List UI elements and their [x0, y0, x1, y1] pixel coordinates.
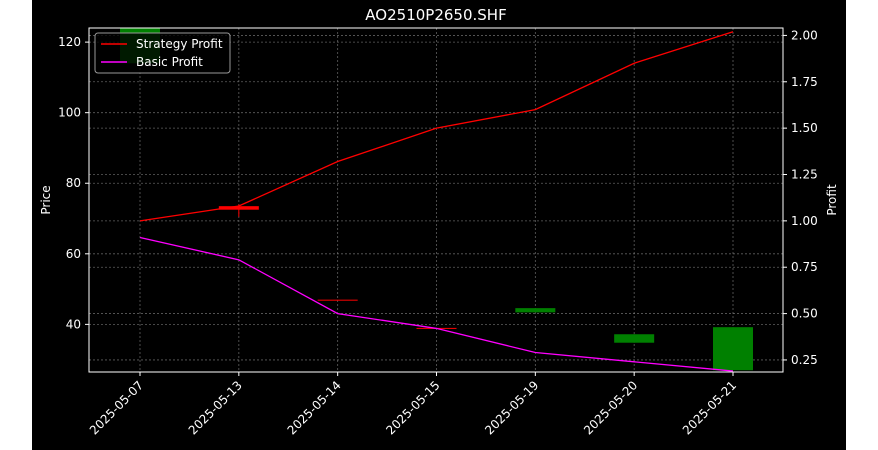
y2-axis-label: Profit [825, 184, 839, 216]
left-tick-label-3: 100 [58, 106, 81, 120]
right-tick-label-5: 1.50 [791, 121, 818, 135]
candle-body-6 [713, 327, 753, 371]
line-series-0 [139, 31, 734, 222]
left-tick-label-2: 80 [66, 176, 81, 190]
right-tick-label-6: 1.75 [791, 75, 818, 89]
legend-box [94, 32, 231, 74]
candle-body-1 [218, 206, 259, 210]
candle-body-2 [317, 299, 358, 301]
right-tick-label-3: 1.00 [791, 214, 818, 228]
right-tick-label-7: 2.00 [791, 28, 818, 42]
line-series-1 [139, 236, 734, 372]
grid [89, 28, 783, 372]
figure-background [32, 0, 846, 450]
left-axis: 40 60 80 100 120 [58, 35, 89, 331]
right-tick-label-0: 0.25 [791, 353, 818, 367]
legend: Strategy Profit Basic Profit [94, 32, 231, 74]
left-tick-label-1: 60 [66, 247, 81, 261]
y-axis-label: Price [39, 185, 53, 214]
left-tick-label-0: 40 [66, 317, 81, 331]
chart-title: AO2510P2650.SHF [365, 6, 506, 24]
right-axis: 0.25 0.50 0.75 1.00 1.25 1.50 1.75 2.00 [783, 28, 818, 367]
profit-lines [139, 31, 734, 372]
left-tick-label-4: 120 [58, 35, 81, 49]
legend-label-basic: Basic Profit [136, 55, 203, 69]
candle-body-4 [515, 308, 556, 313]
candle-body-5 [614, 334, 655, 343]
right-tick-label-2: 0.75 [791, 260, 818, 274]
legend-label-strategy: Strategy Profit [136, 37, 223, 51]
right-tick-label-4: 1.25 [791, 168, 818, 182]
right-tick-label-1: 0.50 [791, 307, 818, 321]
